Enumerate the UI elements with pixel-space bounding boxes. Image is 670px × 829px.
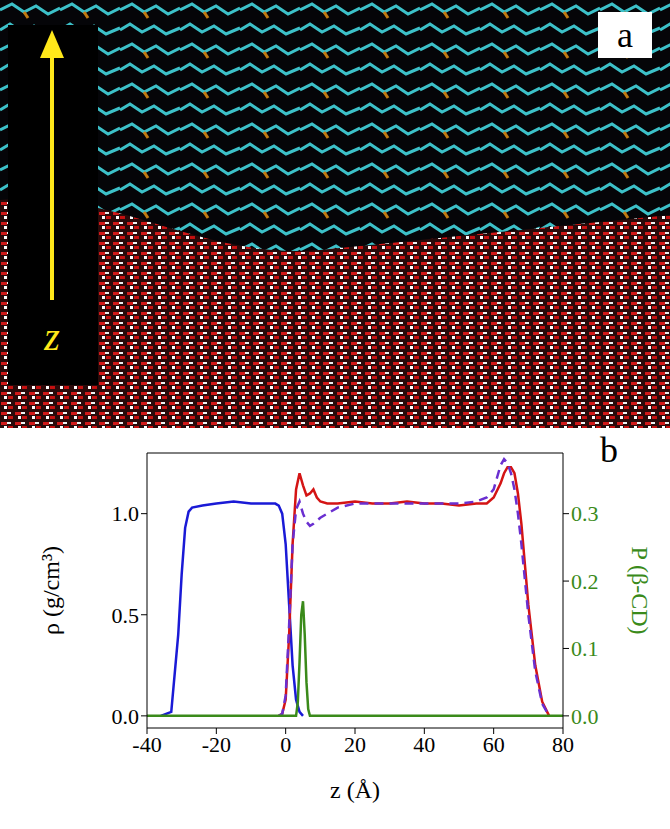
svg-text:0.1: 0.1 xyxy=(571,636,599,661)
svg-text:a: a xyxy=(617,15,633,55)
svg-text:P (β-CD): P (β-CD) xyxy=(627,547,653,635)
svg-text:z (Å): z (Å) xyxy=(330,777,380,803)
svg-text:0.0: 0.0 xyxy=(112,704,140,729)
svg-text:20: 20 xyxy=(344,732,366,757)
svg-text:0.2: 0.2 xyxy=(571,569,599,594)
svg-text:z: z xyxy=(43,314,60,359)
html-text:b: b xyxy=(600,430,618,470)
svg-text:0.5: 0.5 xyxy=(112,603,140,628)
svg-text:1.0: 1.0 xyxy=(112,501,140,526)
svg-text:0.0: 0.0 xyxy=(571,704,599,729)
svg-text:0.3: 0.3 xyxy=(571,501,599,526)
svg-text:40: 40 xyxy=(413,732,435,757)
svg-text:ρ (g/cm³): ρ (g/cm³) xyxy=(38,546,64,635)
svg-text:80: 80 xyxy=(552,732,574,757)
svg-text:60: 60 xyxy=(483,732,505,757)
svg-text:-20: -20 xyxy=(202,732,231,757)
svg-text:0: 0 xyxy=(280,732,291,757)
svg-text:-40: -40 xyxy=(132,732,161,757)
